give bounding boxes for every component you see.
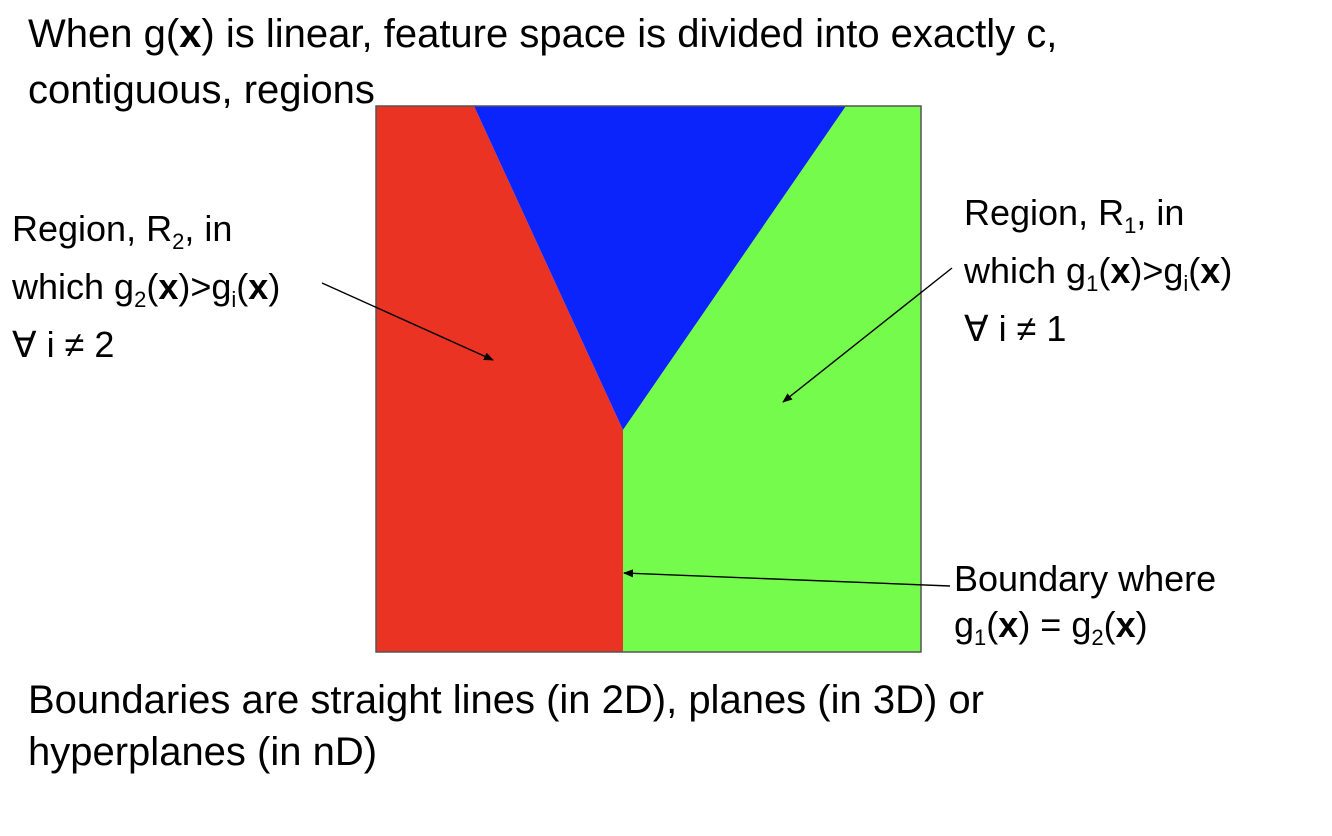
region-r2-label: Region, R2, in which g2(x)>gi(x) ∀ i ≠ 2 — [12, 200, 280, 374]
region-r2-red — [376, 106, 623, 652]
region-r2-label-line-1: Region, R2, in — [12, 208, 233, 254]
feature-space-border — [375, 105, 922, 653]
title-line-1: When g(x) is linear, feature space is di… — [28, 12, 1058, 56]
region-r2-label-line-2: which g2(x)>gi(x) — [12, 266, 281, 312]
boundary-label: Boundary where g1(x) = g2(x) — [954, 556, 1217, 650]
boundary-label-line-2: g1(x) = g2(x) — [954, 604, 1148, 650]
arrow-to-boundary — [623, 569, 951, 587]
slide-footer-text: Boundaries are straight lines (in 2D), p… — [28, 674, 1308, 778]
region-r1-label-line-2: which g1(x)>gi(x) — [964, 250, 1233, 296]
slide-title: When g(x) is linear, feature space is di… — [28, 6, 1308, 118]
region-top-blue — [474, 106, 846, 430]
footer-line-2: hyperplanes (in nD) — [28, 730, 378, 774]
title-line-2: contiguous, regions — [28, 68, 375, 112]
arrow-to-region-r2 — [321, 282, 494, 361]
boundary-label-line-1: Boundary where — [954, 558, 1217, 599]
feature-space-square — [375, 105, 922, 653]
arrow-to-region-r1 — [782, 267, 953, 403]
region-r1-label-line-1: Region, R1, in — [964, 192, 1185, 238]
region-r1-green — [623, 106, 921, 652]
footer-line-1: Boundaries are straight lines (in 2D), p… — [28, 678, 984, 722]
region-r1-label: Region, R1, in which g1(x)>gi(x) ∀ i ≠ 1 — [964, 184, 1232, 358]
region-r2-label-line-3: ∀ i ≠ 2 — [12, 324, 115, 365]
region-r1-label-line-3: ∀ i ≠ 1 — [964, 308, 1067, 349]
